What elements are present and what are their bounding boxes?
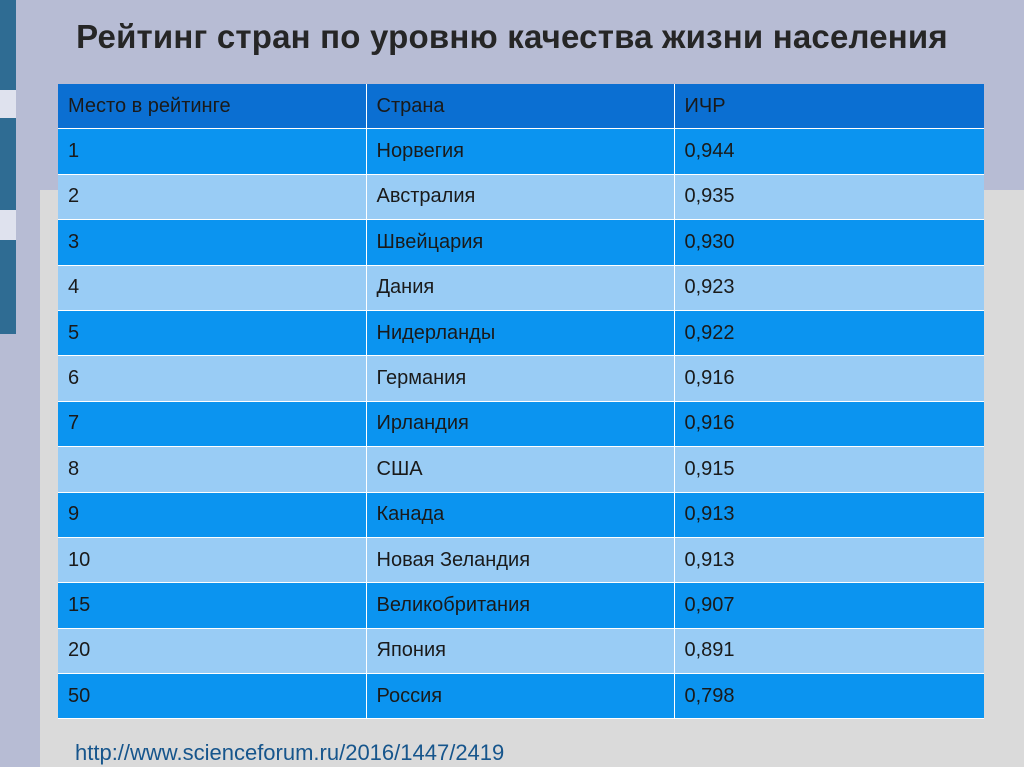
source-link[interactable]: http://www.scienceforum.ru/2016/1447/241…	[75, 740, 505, 765]
country-cell: Германия	[366, 355, 675, 402]
country-cell: Норвегия	[366, 128, 675, 175]
rank-cell: 50	[58, 673, 367, 720]
table-row: 1 Норвегия 0,944	[58, 128, 984, 175]
country-cell: Новая Зеландия	[366, 537, 675, 584]
rank-cell: 8	[58, 446, 367, 493]
hdi-cell: 0,944	[674, 128, 984, 175]
country-cell: Австралия	[366, 174, 675, 221]
rank-cell: 4	[58, 265, 367, 311]
decor-side-gap-2	[0, 210, 16, 240]
rank-cell: 20	[58, 628, 367, 675]
table-row: 7 Ирландия 0,916	[58, 401, 984, 448]
rank-cell: 2	[58, 174, 367, 221]
rank-cell: 1	[58, 128, 367, 175]
table-row: 9 Канада 0,913	[58, 492, 984, 538]
hdi-cell: 0,922	[674, 310, 984, 357]
table-row: 6 Германия 0,916	[58, 355, 984, 402]
hdi-cell: 0,916	[674, 401, 984, 448]
table-row: 15 Великобритания 0,907	[58, 582, 984, 629]
table-row: 20 Япония 0,891	[58, 628, 984, 675]
slide-title: Рейтинг стран по уровню качества жизни н…	[76, 18, 948, 55]
decor-side-bar-2	[0, 118, 16, 210]
table-row: 4 Дания 0,923	[58, 265, 984, 311]
rank-cell: 7	[58, 401, 367, 448]
hdi-cell: 0,913	[674, 492, 984, 538]
hdi-cell: 0,907	[674, 582, 984, 629]
header-country: Страна	[366, 84, 675, 130]
table-header-row: Место в рейтинге Страна ИЧР	[58, 84, 984, 130]
table-row: 10 Новая Зеландия 0,913	[58, 537, 984, 584]
table-row: 8 США 0,915	[58, 446, 984, 493]
rank-cell: 3	[58, 219, 367, 266]
country-cell: Ирландия	[366, 401, 675, 448]
header-hdi: ИЧР	[674, 84, 984, 130]
country-cell: Дания	[366, 265, 675, 311]
hdi-cell: 0,915	[674, 446, 984, 493]
decor-side-bar-3	[0, 240, 16, 334]
hdi-cell: 0,916	[674, 355, 984, 402]
country-cell: Швейцария	[366, 219, 675, 266]
table-row: 3 Швейцария 0,930	[58, 219, 984, 266]
hdi-cell: 0,923	[674, 265, 984, 311]
hdi-cell: 0,891	[674, 628, 984, 675]
table-row: 5 Нидерланды 0,922	[58, 310, 984, 357]
country-cell: Канада	[366, 492, 675, 538]
country-cell: Нидерланды	[366, 310, 675, 357]
rank-cell: 15	[58, 582, 367, 629]
rank-cell: 10	[58, 537, 367, 584]
table-row: 2 Австралия 0,935	[58, 174, 984, 221]
country-cell: Великобритания	[366, 582, 675, 629]
table-row: 50 Россия 0,798	[58, 673, 984, 720]
hdi-cell: 0,798	[674, 673, 984, 720]
hdi-cell: 0,930	[674, 219, 984, 266]
rank-cell: 5	[58, 310, 367, 357]
rating-table: Место в рейтинге Страна ИЧР 1 Норвегия 0…	[58, 84, 984, 720]
rank-cell: 6	[58, 355, 367, 402]
hdi-cell: 0,935	[674, 174, 984, 221]
decor-side-bar-1	[0, 0, 16, 90]
decor-side-gap-1	[0, 90, 16, 118]
country-cell: Япония	[366, 628, 675, 675]
rank-cell: 9	[58, 492, 367, 538]
country-cell: США	[366, 446, 675, 493]
hdi-cell: 0,913	[674, 537, 984, 584]
country-cell: Россия	[366, 673, 675, 720]
header-rank: Место в рейтинге	[58, 84, 367, 130]
